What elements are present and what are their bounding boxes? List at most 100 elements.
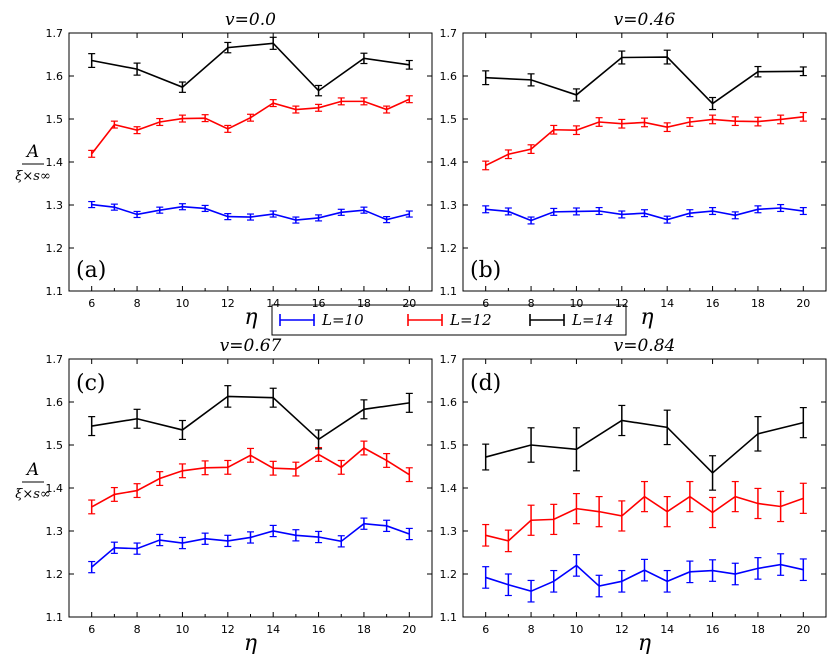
series-L14-d: [482, 404, 807, 491]
xtick-label-a: 8: [134, 297, 141, 310]
legend-label-l10: L=10: [321, 311, 364, 329]
panel-a: v=0.0 (a) 6 8 10 12 14 16 18 20 1.1 1.2 1.3 1.4 1.5 1.6…: [46, 10, 433, 330]
xtick-label-d: 12: [615, 623, 629, 636]
series-L12-c: [88, 440, 413, 515]
ylabel-top: A ξ×s∞: [15, 142, 51, 184]
ytick-label-d: 1.6: [440, 396, 458, 409]
ytick-label-d: 1.4: [440, 482, 458, 495]
series-L10-d: [482, 553, 807, 603]
ylabel-bottom: A ξ×s∞: [15, 460, 51, 502]
panel-c: v=0.67 (c) 6 8 10 12 14 16 18 20 1.1 1.2 1.3 1.4 1.5 1.…: [46, 336, 433, 654]
ytick-label-d: 1.7: [440, 353, 458, 366]
xtick-label-b: 10: [569, 297, 583, 310]
series-L14-a: [88, 36, 413, 97]
xtick-label-a: 18: [357, 297, 371, 310]
ylabel-top-denominator: ξ×s∞: [15, 169, 51, 184]
ytick-label-a: 1.6: [46, 70, 64, 83]
ytick-label-a: 1.5: [46, 113, 64, 126]
panel-label-d: (d): [470, 371, 501, 396]
series-L10-b: [482, 203, 807, 225]
xtick-label-d: 8: [528, 623, 535, 636]
ytick-label-c: 1.4: [46, 482, 64, 495]
panel-b: v=0.46 (b) 6 8 10 12 14 16 18 20 1.1 1.2 1.3 1.4 1.5 1.…: [440, 10, 827, 330]
ylabel-bottom-denominator: ξ×s∞: [15, 487, 51, 502]
series-line-L14: [485, 419, 804, 475]
ytick-label-c: 1.2: [46, 568, 64, 581]
panel-label-b: (b): [470, 258, 501, 283]
ytick-label-a: 1.1: [46, 285, 64, 298]
series-L10-c: [88, 517, 413, 574]
xlabel-c: η: [244, 631, 257, 654]
ytick-label-b: 1.3: [440, 199, 458, 212]
series-line-L10: [91, 522, 410, 568]
legend-box: [271, 304, 627, 336]
series-line-L14: [485, 56, 804, 105]
ytick-label-c: 1.5: [46, 439, 64, 452]
xtick-label-c: 12: [221, 623, 235, 636]
xtick-label-d: 20: [796, 623, 810, 636]
ytick-label-a: 1.2: [46, 242, 64, 255]
ytick-label-d: 1.1: [440, 611, 458, 624]
xtick-label-a: 12: [221, 297, 235, 310]
ytick-label-a: 1.3: [46, 199, 64, 212]
xtick-label-d: 16: [706, 623, 720, 636]
ytick-label-c: 1.1: [46, 611, 64, 624]
panel-frame-a: [68, 32, 433, 292]
series-L12-d: [482, 480, 807, 553]
xtick-label-a: 14: [266, 297, 280, 310]
series-L10-a: [88, 200, 413, 224]
panel-label-c: (c): [76, 371, 106, 396]
xtick-label-b: 6: [482, 297, 489, 310]
xtick-label-b: 18: [751, 297, 765, 310]
panel-d: v=0.84 (d) 6 8 10 12 14 16 18 20 1.1 1.2 1.3 1.4 1.5 1.…: [440, 336, 827, 654]
legend-item-l12: L=12: [407, 311, 492, 329]
series-L14-b: [482, 49, 807, 111]
panel-title-b: v=0.46: [614, 10, 676, 30]
ytick-label-b: 1.6: [440, 70, 458, 83]
series-line-L14: [91, 42, 410, 92]
series-L14-c: [88, 385, 413, 450]
ytick-label-c: 1.3: [46, 525, 64, 538]
panel-title-d: v=0.84: [614, 336, 676, 356]
xtick-label-c: 8: [134, 623, 141, 636]
xtick-label-b: 14: [660, 297, 674, 310]
panel-title-c: v=0.67: [220, 336, 282, 356]
xtick-label-a: 16: [312, 297, 326, 310]
panel-title-a: v=0.0: [225, 10, 276, 30]
series-line-L14: [91, 395, 410, 441]
ytick-label-c: 1.7: [46, 353, 64, 366]
legend-item-l10: L=10: [279, 311, 364, 329]
xtick-label-a: 10: [175, 297, 189, 310]
ytick-label-c: 1.6: [46, 396, 64, 409]
ytick-label-b: 1.5: [440, 113, 458, 126]
xtick-label-d: 14: [660, 623, 674, 636]
xlabel-b: η: [640, 305, 653, 330]
xtick-label-c: 16: [312, 623, 326, 636]
xtick-label-b: 20: [796, 297, 810, 310]
xtick-label-b: 8: [528, 297, 535, 310]
xtick-label-b: 12: [615, 297, 629, 310]
xtick-label-c: 20: [402, 623, 416, 636]
xtick-label-a: 20: [402, 297, 416, 310]
xtick-label-c: 18: [357, 623, 371, 636]
legend-label-l12: L=12: [449, 311, 492, 329]
legend-label-l14: L=14: [571, 311, 614, 329]
ytick-label-d: 1.2: [440, 568, 458, 581]
xtick-label-c: 10: [175, 623, 189, 636]
ytick-label-a: 1.7: [46, 27, 64, 40]
ytick-label-b: 1.2: [440, 242, 458, 255]
xtick-label-d: 10: [569, 623, 583, 636]
xlabel-d: η: [638, 631, 651, 654]
ytick-label-d: 1.3: [440, 525, 458, 538]
legend-item-l14: L=14: [529, 311, 614, 329]
panels: v=0.0 (a) 6 8 10 12 14 16 18 20 1.1 1.2 1.3 1.4 1.5 1.6…: [46, 10, 827, 654]
ylabel-top-numerator: A: [25, 142, 39, 162]
xtick-label-b: 16: [706, 297, 720, 310]
ytick-label-b: 1.4: [440, 156, 458, 169]
xtick-label-a: 6: [88, 297, 95, 310]
ytick-label-b: 1.1: [440, 285, 458, 298]
xtick-label-c: 6: [88, 623, 95, 636]
ytick-label-d: 1.5: [440, 439, 458, 452]
ylabel-bottom-numerator: A: [25, 460, 39, 480]
